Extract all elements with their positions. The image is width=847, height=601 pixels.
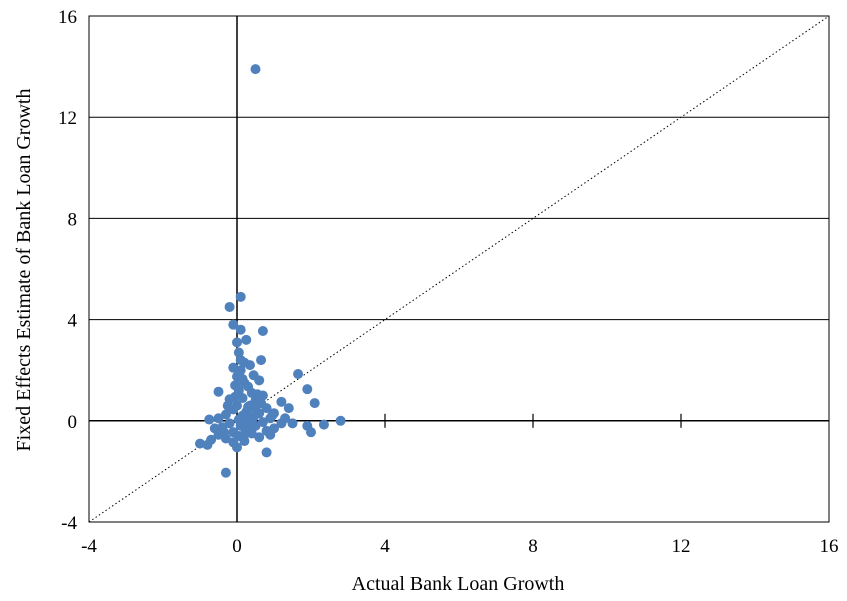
y-tick-label-1: 0	[68, 412, 78, 433]
data-point-39	[220, 409, 231, 420]
data-point-9	[256, 355, 267, 366]
data-point-45	[204, 414, 215, 425]
data-point-17	[254, 375, 265, 386]
y-axis-title: Fixed Effects Estimate of Bank Loan Grow…	[13, 89, 35, 452]
data-point-80	[230, 391, 241, 402]
data-point-84	[222, 400, 233, 411]
data-point-78	[252, 389, 263, 400]
data-point-3	[228, 319, 239, 330]
y-tick-label-2: 4	[68, 311, 78, 332]
plot-border	[88, 15, 830, 523]
data-point-11	[244, 360, 255, 371]
x-tick-label-4: 12	[672, 536, 691, 557]
data-point-64	[265, 429, 276, 440]
data-point-14	[293, 368, 304, 379]
x-tick-label-5: 16	[820, 536, 839, 557]
data-point-86	[235, 355, 246, 366]
data-point-0	[250, 64, 261, 75]
y-tick-label-3: 8	[68, 209, 78, 230]
data-point-44	[213, 413, 224, 424]
data-point-89	[239, 429, 250, 440]
data-point-76	[220, 467, 231, 478]
data-point-21	[302, 384, 313, 395]
data-point-43	[287, 418, 298, 429]
data-point-52	[318, 419, 329, 430]
data-point-67	[254, 432, 265, 443]
data-point-73	[202, 439, 213, 450]
x-tick-label-2: 4	[380, 536, 390, 557]
data-point-79	[237, 374, 248, 385]
data-point-83	[244, 418, 255, 429]
data-point-53	[224, 418, 235, 429]
data-point-26	[237, 393, 248, 404]
data-point-6	[232, 337, 242, 348]
x-axis-title: Actual Bank Loan Growth	[352, 573, 565, 595]
data-point-30	[309, 398, 320, 409]
data-point-4	[235, 324, 246, 335]
data-point-34	[283, 403, 294, 414]
gridlines	[89, 116, 829, 321]
data-point-29	[276, 396, 287, 407]
data-point-75	[261, 447, 272, 458]
y-tick-label-5: 16	[58, 7, 77, 28]
data-points	[195, 64, 346, 478]
data-point-74	[232, 442, 242, 453]
data-point-82	[280, 413, 291, 424]
y-tick-label-4: 12	[58, 108, 77, 129]
data-point-8	[233, 347, 244, 358]
data-point-63	[246, 428, 257, 439]
data-point-88	[219, 427, 230, 438]
data-point-81	[267, 410, 278, 421]
x-tick-label-0: -4	[81, 536, 97, 557]
data-point-49	[335, 415, 346, 426]
data-point-22	[213, 386, 224, 397]
data-point-1	[235, 291, 246, 302]
data-point-61	[306, 427, 316, 438]
data-point-48	[257, 417, 268, 428]
data-point-87	[250, 404, 261, 415]
tick-labels: -4 0 4 8 12 16 -4 0 4 8 12 16	[58, 7, 839, 557]
data-point-5	[257, 325, 268, 336]
data-point-72	[195, 438, 205, 449]
x-tick-label-3: 8	[528, 536, 538, 557]
data-point-7	[241, 334, 252, 345]
x-tick-label-1: 0	[232, 536, 242, 557]
y-tick-label-0: -4	[61, 513, 77, 534]
data-point-2	[224, 301, 235, 312]
